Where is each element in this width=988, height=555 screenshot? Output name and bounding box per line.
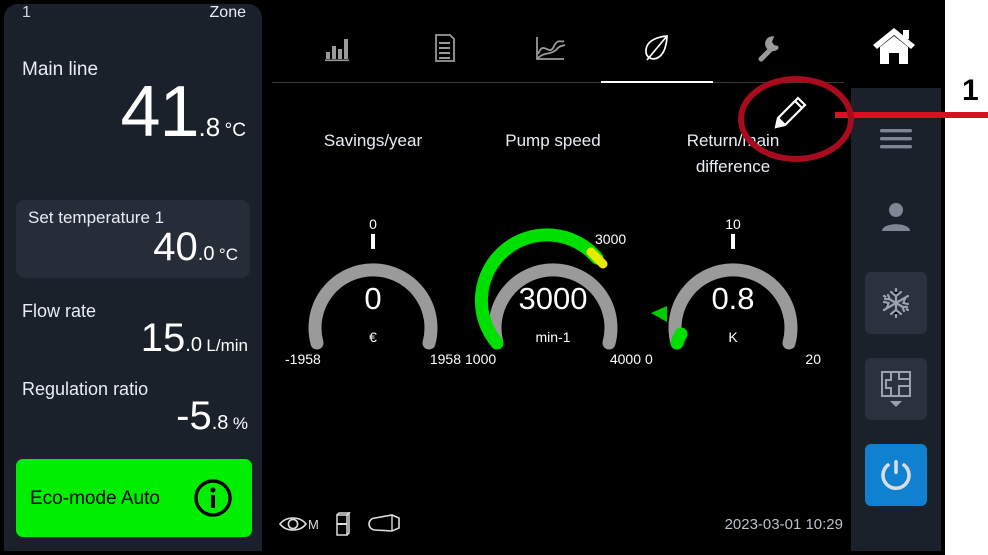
set-temperature-label: Set temperature 1 [28,208,165,227]
gauge-savings-min: -1958 [285,351,321,367]
eco-mode-label: Eco-mode Auto [30,488,160,509]
gauge-savings-arc [308,234,438,350]
tab-active-indicator [601,81,713,83]
regulation-ratio-label: Regulation ratio [22,379,149,399]
tab-eco[interactable] [629,24,685,72]
regulation-ratio-reading: -5.8 % [176,395,248,437]
snowflake-icon [882,287,910,319]
gauge-pump-max: 4000 [609,351,641,367]
annotation-number: 1 [962,74,979,107]
gauge-pump-speed[interactable]: 3000 3000 min-1 1000 4000 [463,225,643,390]
zone-header: 1 Zone [4,4,262,26]
set-temperature-card[interactable]: Set temperature 1 40.0 °C [16,200,250,278]
gauge-pump-min: 1000 [465,351,497,367]
gauge-return-value: 0.8 [711,281,755,316]
gauge-title-pump-speed: Pump speed [505,131,601,150]
gauge-return-max: 20 [805,351,821,367]
zone-label: Zone [209,4,246,21]
gauge-pump-arc [474,228,618,350]
gauge-savings-value: 0 [364,281,382,316]
document-list-icon [435,34,455,62]
right-sidebar [851,86,941,551]
home-button-area [851,0,945,88]
set-temperature-decimal: .0 [197,243,215,265]
gauge-savings-unit: € [369,329,377,345]
main-line-value: 41 [120,72,199,152]
wrench-icon [758,36,779,62]
gauge-return-main-difference[interactable]: 10 0.8 K 0 20 [643,216,823,390]
main-line-decimal: .8 [198,112,221,142]
hamburger-menu-icon [880,129,912,149]
main-line-unit: °C [224,120,246,141]
annotation-circle [738,76,854,162]
sidebar-item-power[interactable] [865,444,927,506]
gauge-title-savings: Savings/year [323,131,423,150]
sidebar-item-floorplan[interactable] [865,358,927,420]
zone-overview-panel: 1 Zone Main line 41.8 °C Set temperature… [4,4,262,551]
main-line-label: Main line [22,59,99,80]
status-datetime: 2023-03-01 10:29 [724,516,843,533]
power-icon [881,460,911,491]
zone-number: 1 [22,4,31,21]
svg-text:M: M [308,517,319,532]
sidebar-item-user[interactable] [865,186,927,248]
usb-stick-icon[interactable] [365,512,403,536]
bar-chart-icon [325,39,349,62]
gauge-savings-tick-label: 0 [369,216,377,232]
gauge-title-line2: difference [695,157,771,176]
flow-rate-reading: 15.0 L/min [141,317,248,359]
sidebar-item-cooling[interactable] [865,272,927,334]
annotation-leader-line [835,112,988,118]
flow-rate-unit: L/min [206,336,248,355]
sidebar-item-menu[interactable] [865,108,927,170]
set-temperature-value: 40 [153,225,198,269]
line-chart-icon [536,37,566,60]
tab-bar: › [266,4,851,84]
user-icon [882,203,910,231]
flow-rate-label: Flow rate [22,301,97,321]
regulation-ratio-value: -5 [176,394,212,438]
gauge-return-arc [651,234,798,350]
gauge-pump-unit: min-1 [535,329,571,345]
info-circle-icon[interactable] [192,477,234,519]
main-line-reading: 41.8 °C [120,76,246,148]
tab-trend[interactable] [522,24,578,72]
home-icon[interactable] [870,24,918,68]
regulation-ratio-decimal: .8 [211,412,229,434]
flow-rate-value: 15 [140,316,186,360]
eco-mode-button[interactable]: Eco-mode Auto [16,459,252,537]
set-temperature-reading: 40.0 °C [153,226,238,268]
battery-icon[interactable] [333,512,351,538]
status-bar: M 2023-03-01 10:29 [266,500,851,550]
tab-service[interactable] [740,24,796,72]
flow-rate-decimal: .0 [185,334,202,356]
gauge-return-tick-label: 10 [725,216,741,232]
regulation-ratio-unit: % [232,414,248,433]
tab-bar-chart[interactable] [309,24,365,72]
gauge-return-min: 0 [645,351,653,367]
leaf-icon [645,35,668,61]
gauge-return-unit: K [728,329,738,345]
floorplan-icon [881,371,911,407]
gauge-pump-tick-label: 3000 [595,231,627,247]
tab-report[interactable] [417,24,473,72]
gauge-savings-year[interactable]: 0 0 € -1958 1958 [283,216,463,390]
gauge-pump-value: 3000 [518,281,588,316]
eye-monitor-icon[interactable]: M [278,512,324,536]
set-temperature-unit: °C [218,245,238,264]
gauge-savings-max: 1958 [429,351,461,367]
tab-bar-divider [272,82,844,83]
